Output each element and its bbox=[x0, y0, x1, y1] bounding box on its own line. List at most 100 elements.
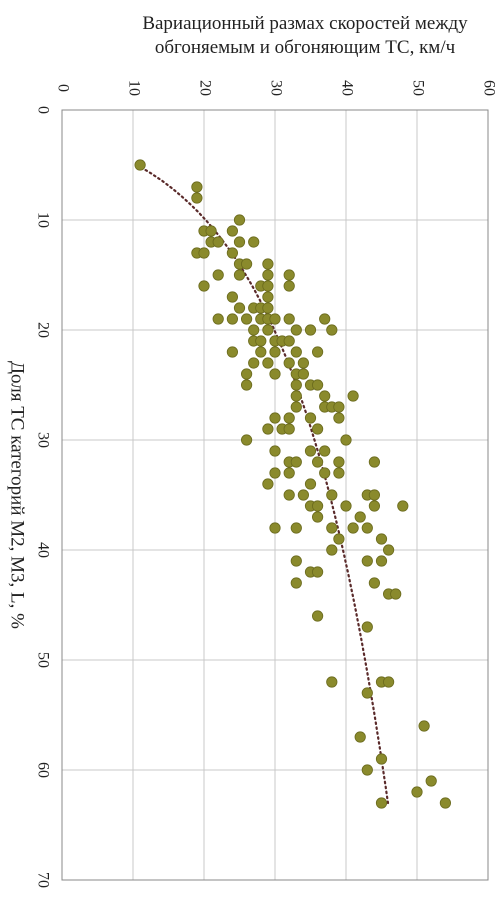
point bbox=[375, 533, 388, 545]
point bbox=[241, 434, 253, 446]
plot-border bbox=[61, 109, 489, 881]
y-tick-label: 50 bbox=[409, 80, 426, 96]
point bbox=[311, 379, 324, 391]
point bbox=[311, 610, 324, 622]
point bbox=[255, 346, 267, 358]
x-tick-label: 70 bbox=[34, 872, 51, 888]
point bbox=[290, 401, 302, 413]
point bbox=[304, 324, 317, 336]
point bbox=[311, 511, 324, 523]
point bbox=[347, 390, 359, 402]
point bbox=[226, 346, 238, 358]
point bbox=[333, 467, 345, 479]
x-tick-label: 40 bbox=[34, 542, 51, 558]
point bbox=[262, 423, 274, 435]
point bbox=[233, 236, 246, 248]
point bbox=[361, 687, 373, 699]
point bbox=[262, 269, 274, 281]
point bbox=[290, 390, 302, 402]
point bbox=[191, 192, 203, 204]
point bbox=[326, 324, 338, 336]
point bbox=[290, 324, 302, 336]
point bbox=[269, 346, 281, 358]
point bbox=[233, 214, 246, 226]
point bbox=[198, 280, 210, 292]
point bbox=[283, 335, 295, 347]
point bbox=[361, 764, 373, 776]
point bbox=[283, 280, 295, 292]
point bbox=[283, 412, 295, 424]
point bbox=[368, 500, 380, 512]
point bbox=[233, 269, 246, 281]
point bbox=[212, 269, 224, 281]
point bbox=[134, 159, 146, 171]
point bbox=[262, 478, 274, 490]
point bbox=[205, 225, 217, 237]
y-tick-label: 20 bbox=[196, 80, 213, 96]
point bbox=[354, 511, 366, 523]
point bbox=[283, 423, 295, 435]
point bbox=[368, 489, 380, 501]
point bbox=[283, 269, 295, 281]
point bbox=[262, 324, 274, 336]
point bbox=[248, 357, 260, 369]
point bbox=[233, 302, 246, 314]
point bbox=[326, 544, 338, 556]
point bbox=[297, 357, 309, 369]
point bbox=[347, 522, 359, 534]
y-tick-label: 60 bbox=[480, 80, 497, 96]
point bbox=[241, 368, 253, 380]
point bbox=[226, 291, 238, 303]
point bbox=[269, 522, 281, 534]
point bbox=[241, 313, 253, 325]
point bbox=[361, 621, 373, 633]
point bbox=[262, 258, 274, 270]
point bbox=[198, 247, 210, 259]
point bbox=[269, 412, 281, 424]
point bbox=[382, 676, 395, 688]
x-axis-title: Доля ТС категорий М2, М3, L, % bbox=[7, 361, 28, 629]
point bbox=[319, 390, 331, 402]
x-tick-label: 50 bbox=[34, 652, 51, 668]
point bbox=[248, 324, 260, 336]
x-tick-label: 20 bbox=[34, 322, 51, 338]
point bbox=[311, 456, 324, 468]
point bbox=[319, 467, 331, 479]
point bbox=[262, 291, 274, 303]
point bbox=[411, 786, 423, 798]
point bbox=[304, 478, 317, 490]
x-tick-label: 30 bbox=[34, 432, 51, 448]
point bbox=[248, 236, 260, 248]
point bbox=[368, 456, 380, 468]
y-tick-label: 40 bbox=[338, 80, 355, 96]
point bbox=[283, 313, 295, 325]
point bbox=[375, 555, 388, 567]
point bbox=[397, 500, 409, 512]
point bbox=[319, 445, 331, 457]
point bbox=[269, 445, 281, 457]
point bbox=[255, 335, 267, 347]
point bbox=[241, 379, 253, 391]
point bbox=[226, 225, 238, 237]
point bbox=[290, 456, 302, 468]
point bbox=[283, 467, 295, 479]
point bbox=[290, 379, 302, 391]
point bbox=[311, 423, 324, 435]
point bbox=[297, 489, 309, 501]
point bbox=[333, 401, 345, 413]
point bbox=[439, 797, 451, 809]
point bbox=[304, 445, 317, 457]
point bbox=[226, 247, 238, 259]
point bbox=[262, 357, 274, 369]
point bbox=[290, 577, 302, 589]
point bbox=[283, 357, 295, 369]
point bbox=[311, 566, 324, 578]
point bbox=[354, 731, 366, 743]
point bbox=[191, 181, 203, 193]
point bbox=[262, 302, 274, 314]
y-axis-title: Вариационный размах скоростей между обго… bbox=[142, 13, 468, 58]
point bbox=[290, 346, 302, 358]
point bbox=[375, 753, 388, 765]
point bbox=[333, 456, 345, 468]
